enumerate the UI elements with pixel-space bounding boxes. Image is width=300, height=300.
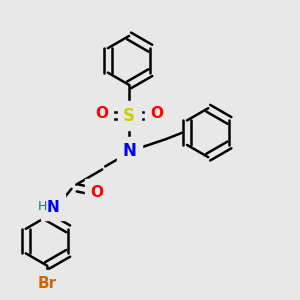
Text: Br: Br	[38, 276, 56, 291]
Text: N: N	[122, 142, 136, 160]
Text: O: O	[90, 184, 103, 200]
Text: O: O	[95, 106, 108, 121]
Text: H: H	[38, 200, 47, 213]
Text: S: S	[123, 107, 135, 125]
Text: N: N	[46, 200, 59, 215]
Text: O: O	[150, 106, 164, 121]
